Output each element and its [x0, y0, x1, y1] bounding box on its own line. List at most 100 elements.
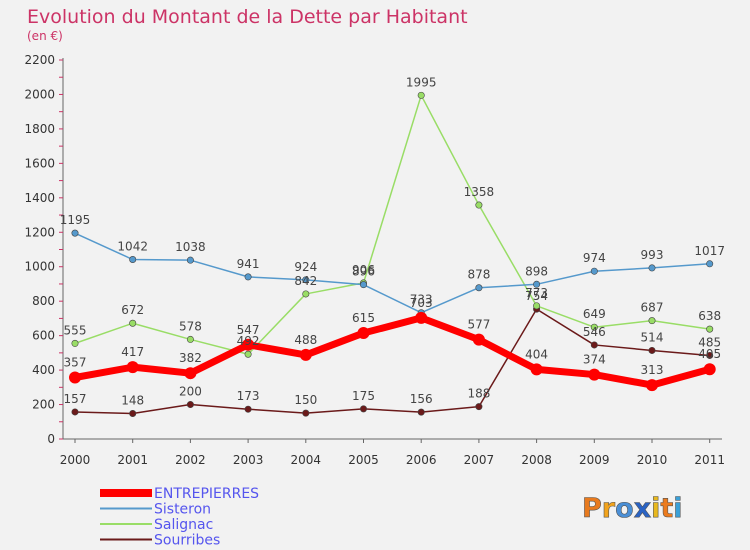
- series-point-entrepierres: [703, 363, 716, 376]
- series-point-sisteron: [475, 284, 483, 292]
- series-layer: [69, 91, 716, 418]
- data-label-sisteron: 974: [583, 251, 606, 265]
- y-tick-label: 1400: [24, 191, 55, 205]
- series-point-sourribes: [648, 346, 656, 354]
- legend-label-entrepierres: ENTREPIERRES: [154, 486, 259, 502]
- series-point-entrepierres: [357, 327, 370, 340]
- data-label-salignac: 672: [121, 303, 144, 317]
- series-point-entrepierres: [646, 379, 658, 392]
- data-label-salignac: 906: [352, 263, 375, 277]
- series-line-sourribes: [74, 308, 710, 415]
- data-label-salignac: 687: [641, 301, 664, 315]
- series-point-salignac: [417, 91, 425, 99]
- chart-subtitle: (en €): [27, 29, 63, 43]
- series-point-sisteron: [533, 280, 541, 288]
- x-tick-label: 2003: [233, 453, 264, 467]
- legend-label-sourribes: Sourribes: [154, 533, 220, 549]
- legend-label-salignac: Salignac: [154, 517, 213, 533]
- logo-letter: r: [602, 493, 616, 524]
- data-label-salignac: 555: [64, 323, 87, 337]
- data-label-sourribes: 200: [179, 385, 202, 399]
- data-label-entrepierres: 577: [467, 318, 490, 332]
- series-point-sisteron: [129, 255, 137, 263]
- logo-letter: i: [651, 493, 660, 524]
- series-point-sisteron: [186, 256, 194, 264]
- data-label-entrepierres: 405: [698, 347, 721, 361]
- series-point-sourribes: [244, 405, 252, 413]
- data-label-salignac: 1358: [464, 185, 495, 199]
- series-point-entrepierres: [588, 368, 601, 381]
- data-label-entrepierres: 313: [641, 363, 664, 377]
- series-point-sourribes: [186, 401, 194, 409]
- data-label-sourribes: 150: [294, 393, 317, 407]
- y-tick-label: 600: [32, 329, 55, 343]
- data-label-entrepierres: 703: [410, 296, 433, 310]
- data-label-entrepierres: 374: [583, 353, 606, 367]
- series-point-salignac: [186, 335, 194, 343]
- x-tick-label: 2006: [406, 453, 437, 467]
- x-tick-label: 2011: [694, 453, 725, 467]
- series-point-salignac: [706, 325, 714, 333]
- series-point-entrepierres: [242, 338, 255, 351]
- data-label-salignac: 649: [583, 307, 606, 321]
- data-label-sisteron: 993: [641, 248, 664, 262]
- data-label-sourribes: 546: [583, 325, 606, 339]
- series-point-sisteron: [71, 229, 79, 237]
- logo-letter: x: [634, 493, 651, 524]
- series-point-salignac: [244, 350, 252, 358]
- y-tick-label: 200: [32, 398, 55, 412]
- x-tick-label: 2002: [175, 453, 206, 467]
- series-point-sourribes: [590, 341, 598, 349]
- data-label-sourribes: 175: [352, 389, 375, 403]
- data-labels-layer: 157 148 200 173 150 175 156 188 754 546 514 485 555 6…: [60, 75, 725, 407]
- data-label-sourribes: 754: [525, 289, 548, 303]
- series-line-sisteron: [74, 232, 710, 314]
- data-label-sisteron: 1195: [60, 213, 91, 227]
- data-label-entrepierres: 615: [352, 311, 375, 325]
- series-point-sisteron: [302, 276, 310, 284]
- series-point-sisteron: [706, 260, 714, 268]
- proxiti-logo: Proxiti: [582, 493, 683, 524]
- series-point-sisteron: [648, 264, 656, 272]
- x-tick-label: 2010: [637, 453, 668, 467]
- data-label-sourribes: 173: [237, 389, 260, 403]
- logo-letter: i: [673, 493, 682, 524]
- series-point-entrepierres: [472, 333, 485, 346]
- series-point-entrepierres: [415, 311, 428, 324]
- series-point-sourribes: [129, 410, 137, 418]
- series-point-sisteron: [590, 267, 598, 275]
- data-label-sisteron: 898: [525, 264, 548, 278]
- x-tick-label: 2009: [579, 453, 610, 467]
- data-label-entrepierres: 404: [525, 347, 548, 361]
- data-label-sisteron: 1038: [175, 240, 206, 254]
- series-point-salignac: [533, 302, 541, 310]
- series-point-salignac: [129, 319, 137, 327]
- series-point-sourribes: [417, 408, 425, 416]
- x-tick-label: 2004: [291, 453, 322, 467]
- series-point-entrepierres: [299, 348, 312, 361]
- series-point-sourribes: [706, 351, 714, 359]
- data-label-sisteron: 733: [410, 293, 433, 307]
- data-label-sisteron: 924: [294, 260, 317, 274]
- series-point-salignac: [590, 323, 598, 331]
- series-point-sourribes: [359, 405, 367, 413]
- data-label-sisteron: 878: [467, 268, 490, 282]
- data-label-entrepierres: 382: [179, 351, 202, 365]
- data-label-sisteron: 1042: [117, 239, 148, 253]
- logo-letter: P: [582, 493, 602, 524]
- data-label-sisteron: 1017: [694, 244, 725, 258]
- data-label-sourribes: 148: [121, 394, 144, 408]
- series-point-entrepierres: [184, 367, 197, 380]
- y-tick-label: 1600: [24, 156, 55, 170]
- data-label-entrepierres: 417: [121, 345, 144, 359]
- y-tick-label: 2200: [24, 53, 55, 67]
- series-point-salignac: [302, 290, 310, 298]
- x-tick-label: 2005: [348, 453, 379, 467]
- logo-letter: o: [615, 493, 634, 524]
- data-label-salignac: 842: [294, 274, 317, 288]
- series-line-salignac: [74, 94, 710, 355]
- data-label-entrepierres: 547: [237, 323, 260, 337]
- y-tick-label: 1200: [24, 225, 55, 239]
- logo-letter: t: [660, 493, 673, 524]
